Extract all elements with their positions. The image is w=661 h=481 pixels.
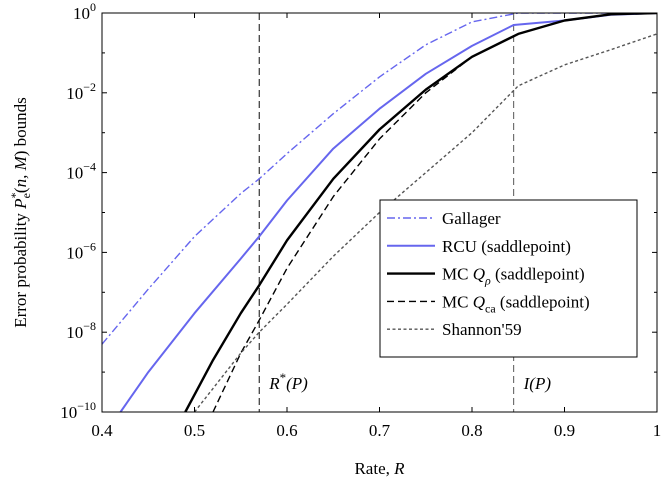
vertical-marker-label-0: R*(P) <box>268 370 308 393</box>
y-tick-label-1: 10−2 <box>66 80 96 103</box>
legend-label-3: MC Qca (saddlepoint) <box>442 292 590 315</box>
x-tick-label-4: 0.8 <box>461 421 482 440</box>
legend-box <box>379 199 638 358</box>
series-line-3 <box>212 13 657 412</box>
x-axis-label: Rate, R <box>354 459 405 478</box>
legend-label-4: Shannon'59 <box>442 320 522 339</box>
y-tick-label-3: 10−6 <box>66 239 96 262</box>
vertical-marker-label-1: I(P) <box>523 374 552 393</box>
x-tick-label-2: 0.6 <box>276 421 297 440</box>
x-tick-label-0: 0.4 <box>91 421 113 440</box>
series-line-1 <box>119 13 657 412</box>
legend-label-1: RCU (saddlepoint) <box>442 237 571 256</box>
legend-label-0: Gallager <box>442 209 501 228</box>
y-tick-label-4: 10−8 <box>66 319 96 342</box>
chart-marks: R*(P) I(P) 0.4 0.5 0.6 0.7 0.8 0.9 1 100 10−2 10−4 1… <box>8 0 661 478</box>
y-tick-label-0: 100 <box>73 0 96 23</box>
series-line-0 <box>102 13 657 345</box>
legend-label-2: MC Qρ (saddlepoint) <box>442 265 585 288</box>
series-line-4 <box>193 33 657 412</box>
y-axis-label: Error probability P*e(n, M) bounds <box>8 97 33 328</box>
x-tick-label-5: 0.9 <box>554 421 575 440</box>
y-tick-label-5: 10−10 <box>60 399 96 422</box>
x-tick-label-3: 0.7 <box>369 421 391 440</box>
x-tick-label-6: 1 <box>653 421 661 440</box>
x-tick-label-1: 0.5 <box>184 421 205 440</box>
y-tick-label-2: 10−4 <box>66 160 96 183</box>
